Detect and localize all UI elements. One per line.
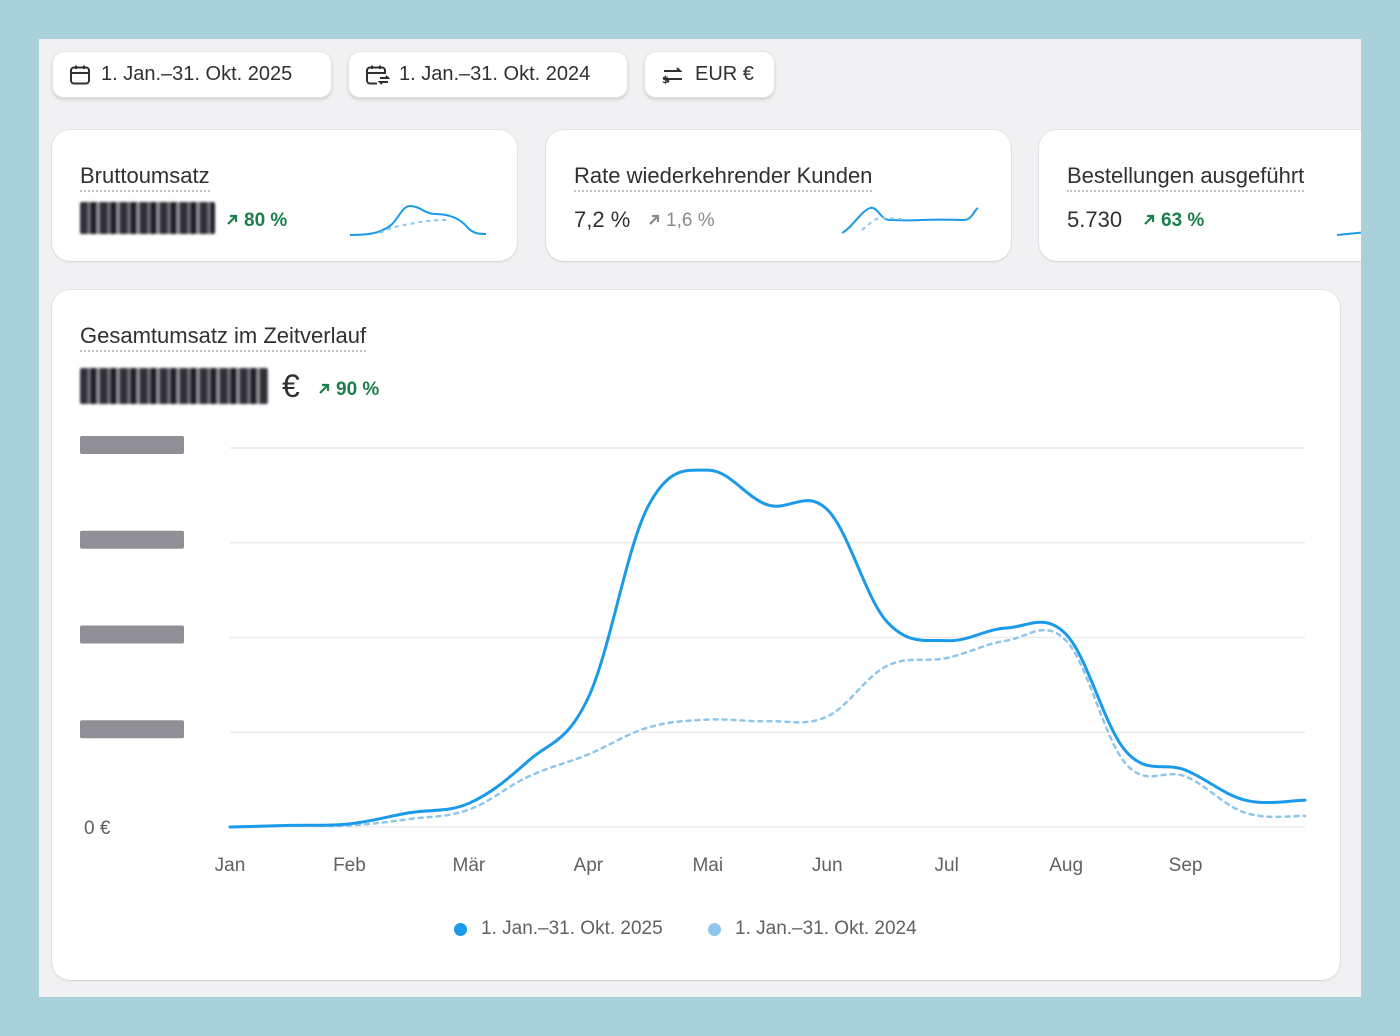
metric-trend: 63 %: [1143, 210, 1204, 232]
legend-dot: [454, 922, 467, 936]
x-tick-label: Mai: [692, 855, 723, 876]
arrow-up-right-icon: [226, 210, 238, 232]
x-axis: Jan Feb Mär Apr Mai Jun Jul Aug Sep: [215, 855, 1203, 876]
currency-exchange-icon: $: [660, 63, 686, 87]
redacted-total-value: [80, 368, 268, 404]
currency-button[interactable]: $ EUR €: [644, 51, 775, 98]
currency-label: EUR €: [695, 63, 754, 85]
arrow-up-right-icon: [648, 210, 660, 232]
sales-line-chart[interactable]: 0 € Jan Feb Mär Apr Mai Jun Jul Aug Sep: [52, 290, 1340, 890]
y-tick-label-redacted: [80, 625, 184, 644]
sparkline-returning-customers: [842, 206, 979, 234]
x-tick-label: Feb: [333, 855, 366, 876]
total-trend: 90 %: [318, 379, 379, 401]
metric-title[interactable]: Rate wiederkehrender Kunden: [574, 163, 873, 192]
x-tick-label: Jun: [812, 855, 843, 876]
date-range-button[interactable]: 1. Jan.–31. Okt. 2025: [52, 51, 332, 98]
total-value-currency: €: [282, 368, 300, 404]
svg-text:$: $: [662, 75, 669, 86]
arrow-up-right-icon: [318, 379, 330, 401]
legend-dot: [708, 922, 721, 936]
metric-value: 7,2 %: [574, 207, 631, 232]
chart-grid: [230, 447, 1305, 828]
legend-item-previous[interactable]: 1. Jan.–31. Okt. 2024: [708, 918, 917, 940]
metric-card-orders-fulfilled[interactable]: Bestellungen ausgeführt 5.730 63 %: [1039, 130, 1361, 261]
series-line-2024: [228, 628, 1307, 829]
metric-trend: 80 %: [226, 210, 287, 232]
x-tick-label: Aug: [1049, 855, 1083, 876]
sales-over-time-card: Gesamtumsatz im Zeitverlauf € 90 % 0 € J…: [52, 290, 1340, 980]
y-tick-label: 0 €: [84, 818, 111, 839]
compare-range-button[interactable]: 1. Jan.–31. Okt. 2024: [348, 51, 628, 98]
metric-title[interactable]: Bruttoumsatz: [80, 163, 210, 192]
chart-title[interactable]: Gesamtumsatz im Zeitverlauf: [80, 323, 367, 352]
redacted-value: [80, 202, 215, 234]
x-tick-label: Sep: [1169, 855, 1203, 876]
y-tick-label-redacted: [80, 720, 184, 739]
analytics-dashboard: 1. Jan.–31. Okt. 2025 1. Jan.–31. Okt. 2…: [39, 39, 1361, 997]
metric-trend: 1,6 %: [648, 210, 715, 232]
chart-series: [228, 468, 1307, 829]
metric-value: 5.730: [1067, 207, 1123, 232]
x-tick-label: Apr: [574, 855, 604, 876]
calendar-icon: [68, 63, 92, 87]
x-tick-label: Jul: [935, 855, 959, 876]
date-range-label: 1. Jan.–31. Okt. 2025: [101, 63, 293, 85]
y-tick-label-redacted: [80, 530, 184, 549]
legend-item-current[interactable]: 1. Jan.–31. Okt. 2025: [454, 918, 663, 940]
y-axis: 0 €: [80, 436, 184, 839]
y-tick-label-redacted: [80, 436, 184, 454]
metric-card-gross-sales[interactable]: Bruttoumsatz 80 %: [52, 130, 517, 261]
sparkline-orders: [1337, 231, 1361, 236]
series-line-2025: [228, 468, 1307, 829]
calendar-compare-icon: [364, 63, 390, 87]
compare-range-label: 1. Jan.–31. Okt. 2024: [399, 63, 591, 85]
x-tick-label: Jan: [215, 855, 246, 876]
sparkline-gross-sales: [350, 204, 487, 236]
metric-title[interactable]: Bestellungen ausgeführt: [1067, 163, 1305, 192]
arrow-up-right-icon: [1143, 210, 1155, 232]
x-tick-label: Mär: [453, 855, 486, 876]
metric-card-returning-customers[interactable]: Rate wiederkehrender Kunden 7,2 % 1,6 %: [546, 130, 1011, 261]
